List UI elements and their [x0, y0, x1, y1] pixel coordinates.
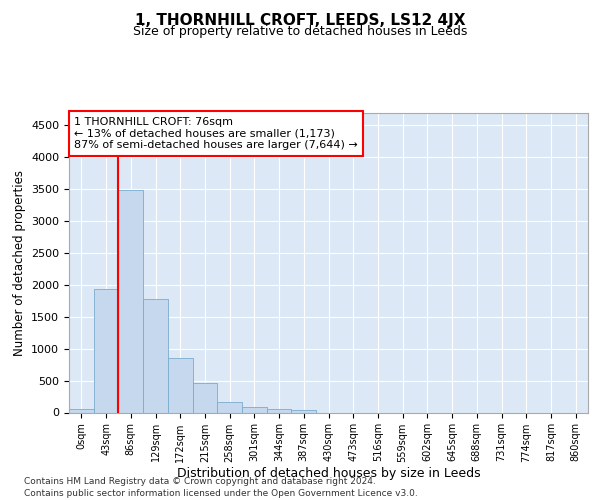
Bar [242, 407, 267, 412]
Text: Size of property relative to detached houses in Leeds: Size of property relative to detached ho… [133, 25, 467, 38]
Bar [94, 290, 118, 412]
Text: 1, THORNHILL CROFT, LEEDS, LS12 4JX: 1, THORNHILL CROFT, LEEDS, LS12 4JX [135, 12, 465, 28]
Text: Contains HM Land Registry data © Crown copyright and database right 2024.: Contains HM Land Registry data © Crown c… [24, 477, 376, 486]
Bar [118, 190, 143, 412]
X-axis label: Distribution of detached houses by size in Leeds: Distribution of detached houses by size … [176, 467, 481, 480]
Y-axis label: Number of detached properties: Number of detached properties [13, 170, 26, 356]
Bar [267, 409, 292, 412]
Bar [168, 358, 193, 412]
Text: 1 THORNHILL CROFT: 76sqm
← 13% of detached houses are smaller (1,173)
87% of sem: 1 THORNHILL CROFT: 76sqm ← 13% of detach… [74, 117, 358, 150]
Text: Contains public sector information licensed under the Open Government Licence v3: Contains public sector information licen… [24, 488, 418, 498]
Bar [69, 410, 94, 412]
Bar [217, 402, 242, 412]
Bar [143, 299, 168, 412]
Bar [193, 383, 217, 412]
Bar [292, 410, 316, 412]
